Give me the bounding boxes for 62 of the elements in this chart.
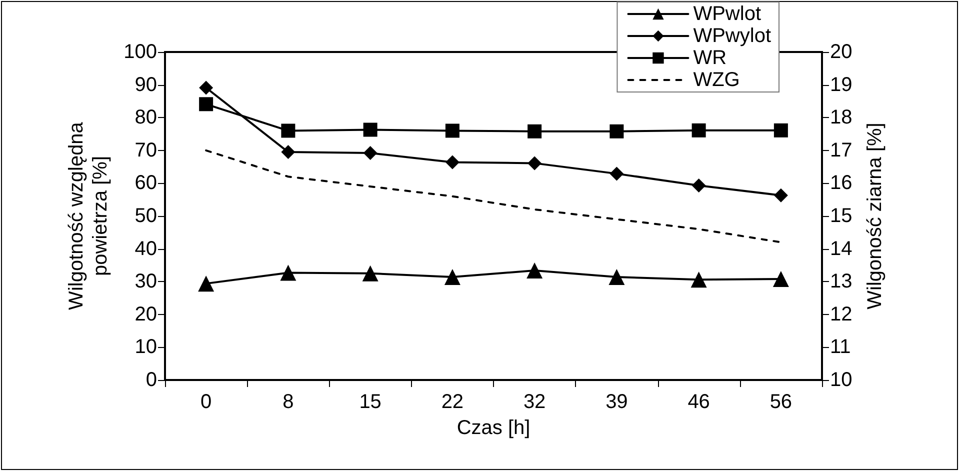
legend-label: WR <box>693 47 727 69</box>
point <box>198 276 214 292</box>
y2-tick-label: 17 <box>830 139 852 162</box>
x-tick-label: 8 <box>282 391 294 413</box>
y-axis-title: Wilgotność względna powietrza [%] <box>66 121 112 310</box>
legend-label: WPwlot <box>693 3 762 25</box>
x-tick-label: 56 <box>770 391 792 413</box>
y-tick-label: 60 <box>134 172 157 194</box>
point <box>280 264 296 281</box>
point <box>690 272 707 288</box>
point <box>528 156 542 170</box>
point <box>445 124 460 138</box>
y2-tick-label: 19 <box>830 74 852 96</box>
y-tick-label: 90 <box>134 74 157 96</box>
x-tick-label: 0 <box>200 391 212 413</box>
y2-tick-label: 12 <box>830 303 852 326</box>
y2-tick-label: 13 <box>830 270 852 293</box>
y-tick-label: 40 <box>134 238 157 260</box>
y2-tick-label: 16 <box>830 172 852 194</box>
legend-label: WPwylot <box>693 25 772 47</box>
point <box>528 124 542 138</box>
point <box>281 124 296 138</box>
y2-axis-title: Wilgoność ziarna [%] <box>864 122 886 310</box>
x-tick-label: 46 <box>688 391 710 413</box>
point <box>363 122 378 137</box>
point <box>444 269 460 286</box>
y-tick-label: 70 <box>134 139 157 162</box>
point <box>281 145 296 160</box>
y2-tick-label: 10 <box>830 369 852 391</box>
y2-tick-label: 11 <box>830 336 851 358</box>
point <box>608 269 625 286</box>
y2-tick-label: 15 <box>830 205 852 227</box>
point <box>774 188 788 202</box>
x-tick-label: 22 <box>441 391 464 413</box>
point <box>610 124 624 138</box>
y-tick-label: 30 <box>134 270 157 293</box>
legend-label: WZG <box>693 69 740 91</box>
point <box>774 123 788 138</box>
point <box>610 166 624 181</box>
point <box>363 146 378 160</box>
y-tick-label: 50 <box>134 205 157 227</box>
point <box>445 155 460 170</box>
x-tick-label: 32 <box>523 391 546 413</box>
y-tick-label: 80 <box>134 106 157 129</box>
point <box>362 265 378 282</box>
y-tick-label: 0 <box>146 369 157 391</box>
y2-tick-label: 20 <box>830 41 852 63</box>
point <box>526 262 543 278</box>
y-tick-label: 100 <box>124 41 157 63</box>
point <box>199 97 214 112</box>
x-tick-label: 15 <box>359 391 382 413</box>
y-tick-label: 10 <box>134 336 157 358</box>
x-tick-label: 39 <box>606 391 628 413</box>
line-series <box>205 149 782 244</box>
point <box>199 80 214 95</box>
point <box>692 178 706 192</box>
y-tick-label: 20 <box>134 303 157 326</box>
x-axis-title: Czas [h] <box>456 417 530 439</box>
y2-tick-label: 14 <box>830 238 852 260</box>
point <box>772 270 789 287</box>
point <box>692 123 706 138</box>
y2-tick-label: 18 <box>830 106 852 129</box>
